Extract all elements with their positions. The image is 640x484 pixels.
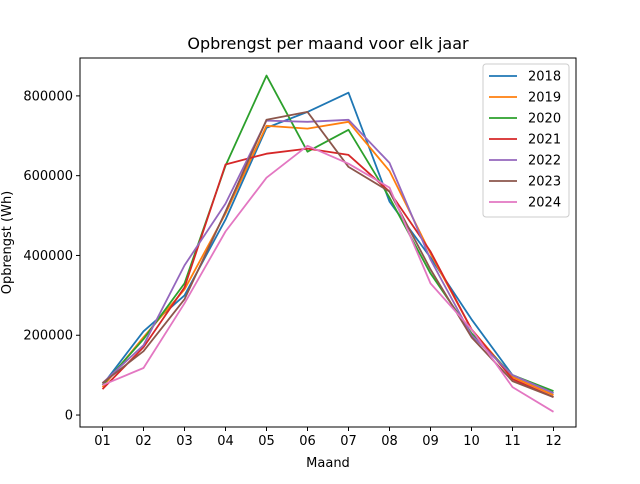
legend-label-2019: 2019: [528, 91, 561, 106]
series-lines: [101, 74, 554, 413]
x-tick-label: 08: [381, 434, 398, 449]
series-line-2018: [101, 91, 554, 394]
y-tick-label: 600000: [23, 169, 73, 184]
x-tick-label: 02: [135, 434, 152, 449]
y-tick-label: 200000: [23, 329, 73, 344]
legend-label-2020: 2020: [528, 112, 561, 127]
axes-frame: [79, 57, 577, 428]
legend-label-2022: 2022: [528, 154, 561, 169]
legend-label-2021: 2021: [528, 133, 561, 148]
series-line-2023: [101, 111, 554, 398]
x-tick-label: 05: [258, 434, 275, 449]
legend-label-2024: 2024: [528, 196, 561, 211]
y-tick-label: 0: [65, 409, 73, 424]
x-tick-label: 04: [217, 434, 234, 449]
legend-label-2018: 2018: [528, 70, 561, 85]
y-tick-label: 800000: [23, 89, 73, 104]
x-tick-label: 10: [463, 434, 480, 449]
x-tick-label: 12: [545, 434, 562, 449]
x-tick-label: 01: [94, 434, 111, 449]
x-tick-label: 07: [340, 434, 357, 449]
x-tick-label: 06: [299, 434, 316, 449]
x-tick-label: 11: [504, 434, 521, 449]
x-tick-label: 03: [176, 434, 193, 449]
legend-label-2023: 2023: [528, 175, 561, 190]
x-axis: 01 02 03 04 05 06 07 08 09 10 11 12: [94, 427, 562, 449]
series-line-2024: [102, 144, 554, 413]
x-axis-title: Maand: [306, 456, 350, 471]
y-axis: 0 200000 400000 600000 800000: [23, 89, 80, 424]
y-axis-title: Opbrengst (Wh): [0, 191, 15, 295]
plot-frame: [79, 57, 577, 428]
legend: 2018 2019 2020 2021 2022 2023 2024: [482, 63, 570, 218]
legend-box: [482, 63, 570, 218]
series-line-2022: [101, 118, 554, 394]
chart-title: Opbrengst per maand voor elk jaar: [187, 34, 469, 53]
y-tick-label: 400000: [23, 249, 73, 264]
x-tick-label: 09: [422, 434, 439, 449]
